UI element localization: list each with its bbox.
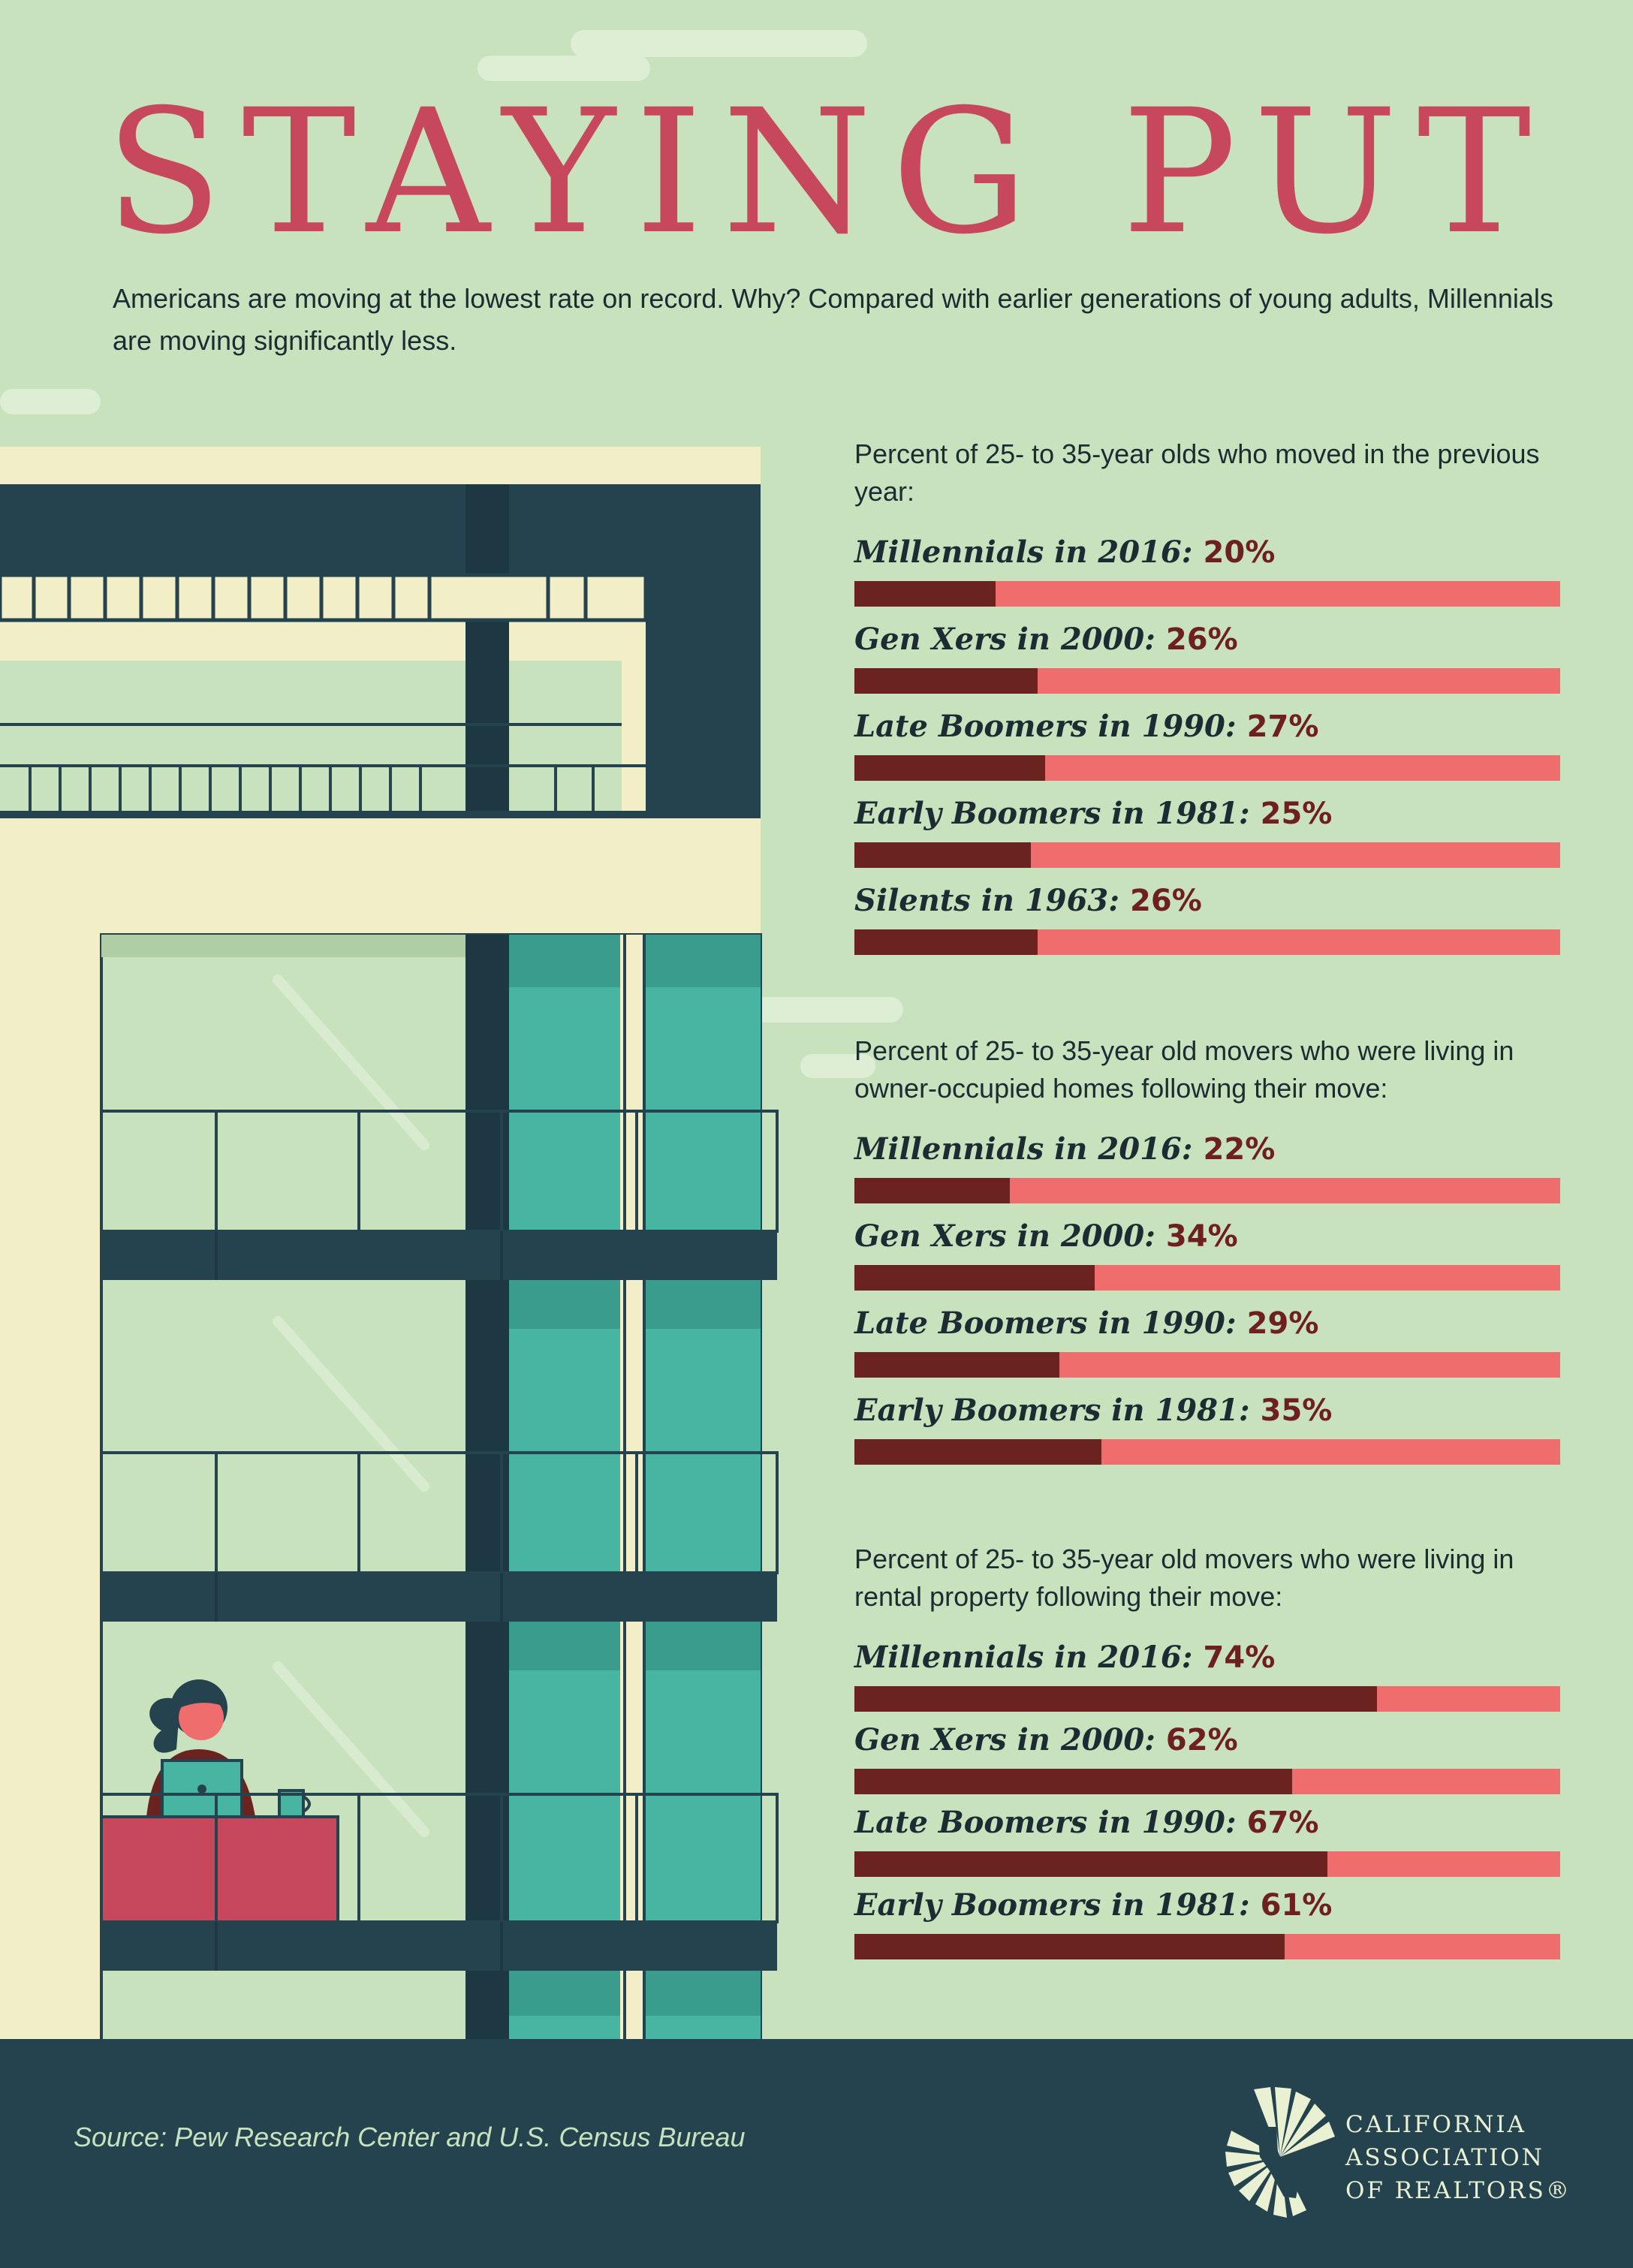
- bar-value-label: 22%: [1203, 1132, 1276, 1167]
- bar-value-label: 61%: [1260, 1888, 1333, 1923]
- bar: [854, 1265, 1095, 1291]
- apartment-building-illustration: [0, 447, 779, 2039]
- chart-rental-property: Percent of 25- to 35-year old movers who…: [854, 1541, 1560, 1967]
- cloud-decoration: [734, 997, 903, 1023]
- bar-label: Early Boomers in 1981:: [854, 796, 1250, 831]
- logo-line: ASSOCIATION: [1345, 2144, 1544, 2171]
- woman-with-laptop-icon: [146, 1679, 311, 1819]
- bar-row: Gen Xers in 2000: 34%: [854, 1215, 1560, 1303]
- bar-row: Late Boomers in 1990: 29%: [854, 1303, 1560, 1390]
- bar-track: [854, 1439, 1560, 1465]
- source-citation: Source: Pew Research Center and U.S. Cen…: [74, 2122, 746, 2152]
- logo-line: CALIFORNIA: [1345, 2111, 1526, 2138]
- bar-row: Millennials in 2016: 22%: [854, 1128, 1560, 1215]
- bar-value-label: 74%: [1203, 1640, 1276, 1675]
- bar-label: Late Boomers in 1990:: [854, 1805, 1237, 1840]
- bar-label: Gen Xers in 2000:: [854, 1722, 1155, 1757]
- bar: [854, 929, 1038, 955]
- cloud-decoration: [478, 56, 650, 81]
- bar-track: [854, 1851, 1560, 1877]
- bar-row: Gen Xers in 2000: 62%: [854, 1719, 1560, 1802]
- bar-value-label: 35%: [1260, 1393, 1333, 1428]
- bar-row: Millennials in 2016: 20%: [854, 532, 1560, 619]
- bar: [854, 1352, 1059, 1378]
- bar-value-label: 67%: [1246, 1806, 1319, 1840]
- bar-value-label: 27%: [1246, 709, 1319, 744]
- chart-owner-occupied: Percent of 25- to 35-year old movers who…: [854, 1032, 1560, 1477]
- bar-row: Early Boomers in 1981: 61%: [854, 1884, 1560, 1967]
- bar-track: [854, 842, 1560, 868]
- bar-label: Early Boomers in 1981:: [854, 1393, 1250, 1428]
- bar: [854, 1439, 1101, 1465]
- bar: [854, 668, 1038, 694]
- bar-value-label: 20%: [1203, 535, 1276, 570]
- bar-track: [854, 1686, 1560, 1712]
- bar-label: Gen Xers in 2000:: [854, 1218, 1155, 1254]
- bar-row: Late Boomers in 1990: 67%: [854, 1802, 1560, 1884]
- bar-value-label: 26%: [1165, 622, 1238, 657]
- chart-moved-previous-year: Percent of 25- to 35-year olds who moved…: [854, 435, 1560, 967]
- california-realtors-logo-icon: [1225, 2087, 1335, 2218]
- bar: [854, 581, 996, 607]
- bar-label: Millennials in 2016:: [854, 1640, 1193, 1675]
- bar-label: Late Boomers in 1990:: [854, 1306, 1237, 1341]
- bar: [854, 1686, 1377, 1712]
- logo-wordmark: CALIFORNIA ASSOCIATION OF REALTORS®: [1345, 2108, 1571, 2207]
- chart-caption: Percent of 25- to 35-year old movers who…: [854, 1035, 1514, 1104]
- bar: [854, 842, 1031, 868]
- bar-track: [854, 1769, 1560, 1794]
- bar-value-label: 34%: [1165, 1219, 1238, 1254]
- footer: Source: Pew Research Center and U.S. Cen…: [0, 2039, 1633, 2268]
- chart-caption: Percent of 25- to 35-year old movers who…: [854, 1544, 1514, 1612]
- bar-row: Early Boomers in 1981: 35%: [854, 1390, 1560, 1477]
- chart-caption: Percent of 25- to 35-year olds who moved…: [854, 438, 1540, 507]
- bar-track: [854, 581, 1560, 607]
- bar-track: [854, 1934, 1560, 1959]
- intro-text: Americans are moving at the lowest rate …: [113, 283, 1553, 356]
- bar: [854, 1769, 1292, 1794]
- bar-track: [854, 1352, 1560, 1378]
- bar: [854, 755, 1045, 781]
- bar: [854, 1934, 1285, 1959]
- bar-label: Late Boomers in 1990:: [854, 709, 1237, 744]
- bar-row: Millennials in 2016: 74%: [854, 1637, 1560, 1719]
- cloud-decoration: [800, 1054, 875, 1078]
- bar-track: [854, 668, 1560, 694]
- bar-track: [854, 929, 1560, 955]
- bar-row: Early Boomers in 1981: 25%: [854, 793, 1560, 880]
- bar-value-label: 29%: [1246, 1306, 1319, 1341]
- logo-line: OF REALTORS®: [1345, 2177, 1571, 2204]
- bar-value-label: 62%: [1165, 1723, 1238, 1757]
- bar-value-label: 26%: [1130, 884, 1202, 918]
- bar-label: Gen Xers in 2000:: [854, 622, 1155, 657]
- bar-row: Gen Xers in 2000: 26%: [854, 619, 1560, 706]
- cloud-decoration: [571, 30, 867, 57]
- page-title: STAYING PUT: [105, 72, 1551, 272]
- bar: [854, 1178, 1010, 1203]
- bar-row: Late Boomers in 1990: 27%: [854, 706, 1560, 793]
- bar-label: Early Boomers in 1981:: [854, 1887, 1250, 1923]
- bar-label: Millennials in 2016:: [854, 1131, 1193, 1167]
- cloud-decoration: [0, 389, 101, 414]
- bar-label: Millennials in 2016:: [854, 535, 1193, 570]
- bar-track: [854, 1265, 1560, 1291]
- bar-label: Silents in 1963:: [854, 883, 1120, 918]
- bar-value-label: 25%: [1260, 797, 1333, 831]
- bar-track: [854, 1178, 1560, 1203]
- bar-track: [854, 755, 1560, 781]
- bar: [854, 1851, 1327, 1877]
- bar-row: Silents in 1963: 26%: [854, 880, 1560, 967]
